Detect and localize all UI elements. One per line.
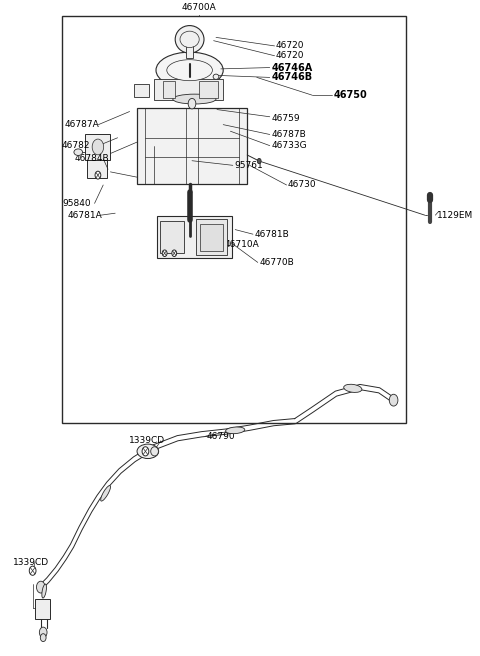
Text: 46720: 46720 (276, 41, 304, 51)
Text: 46781B: 46781B (254, 230, 289, 239)
Text: 46787B: 46787B (271, 130, 306, 139)
Circle shape (257, 159, 261, 164)
Bar (200, 224, 223, 251)
Ellipse shape (42, 584, 47, 598)
Bar (196, 219, 227, 255)
Ellipse shape (167, 60, 213, 81)
Text: 1339CD: 1339CD (13, 558, 49, 567)
Ellipse shape (156, 52, 223, 88)
Ellipse shape (226, 427, 245, 434)
Circle shape (40, 634, 46, 642)
Text: 46710A: 46710A (225, 239, 259, 249)
Bar (134, 84, 149, 97)
Text: 46782: 46782 (61, 141, 90, 150)
Bar (137, 108, 247, 184)
Text: 46770B: 46770B (259, 258, 294, 267)
Text: 46746A: 46746A (271, 62, 312, 73)
Ellipse shape (101, 485, 110, 501)
Bar (186, 45, 193, 58)
Bar (154, 79, 223, 100)
Circle shape (39, 627, 47, 638)
Text: 1339CD: 1339CD (129, 436, 165, 445)
Text: 95840: 95840 (62, 199, 91, 208)
Text: 46759: 46759 (271, 113, 300, 123)
Ellipse shape (175, 26, 204, 53)
Circle shape (188, 98, 196, 109)
Ellipse shape (180, 31, 199, 48)
Text: 1129EM: 1129EM (437, 211, 473, 220)
Text: 46750: 46750 (334, 90, 367, 100)
Text: 46700A: 46700A (182, 3, 216, 12)
Bar (62, 16, 406, 423)
Bar (87, 160, 107, 178)
Bar (160, 221, 184, 253)
Circle shape (36, 581, 45, 593)
Bar (35, 599, 50, 619)
Text: 46784B: 46784B (74, 154, 109, 163)
Bar (199, 81, 218, 98)
Bar (163, 81, 175, 98)
Circle shape (92, 139, 104, 155)
Text: 46790: 46790 (206, 432, 235, 441)
Text: 46720: 46720 (276, 51, 304, 60)
Circle shape (29, 566, 36, 575)
Ellipse shape (74, 149, 83, 155)
Bar (85, 134, 110, 160)
Text: 46733G: 46733G (271, 141, 307, 150)
Text: 46787A: 46787A (65, 120, 99, 129)
Circle shape (389, 394, 398, 406)
Ellipse shape (213, 74, 219, 79)
Ellipse shape (173, 94, 216, 104)
Ellipse shape (344, 384, 362, 392)
Bar (157, 216, 232, 258)
Circle shape (172, 250, 177, 256)
Text: 46746B: 46746B (271, 72, 312, 83)
Circle shape (162, 250, 167, 256)
Ellipse shape (137, 444, 158, 459)
Text: 95761: 95761 (234, 161, 263, 170)
Text: 46730: 46730 (288, 180, 317, 190)
Ellipse shape (151, 447, 158, 456)
Text: 46781A: 46781A (67, 211, 102, 220)
Circle shape (142, 447, 149, 456)
Circle shape (95, 171, 101, 179)
